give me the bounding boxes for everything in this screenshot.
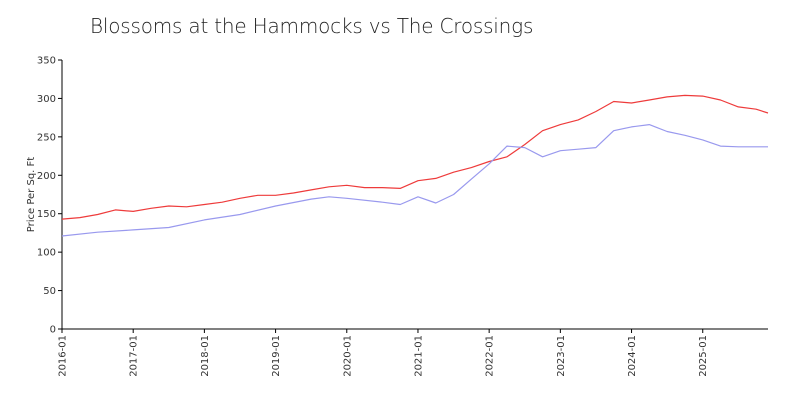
- series-layer: [61, 94, 769, 237]
- y-axis: 0 50 100 150 200 250 300 350: [37, 56, 63, 336]
- x-tick-label: 2017-01: [129, 335, 140, 377]
- y-tick-label: 350: [37, 56, 56, 67]
- y-tick-label: 0: [50, 325, 56, 336]
- x-tick-label: 2024-01: [627, 335, 638, 377]
- y-tick-label: 100: [37, 248, 56, 259]
- chart-title: Blossoms at the Hammocks vs The Crossing…: [90, 14, 534, 38]
- x-tick-label: 2022-01: [485, 335, 496, 377]
- x-tick-label: 2016-01: [58, 335, 69, 377]
- x-tick-label: 2025-01: [698, 335, 709, 377]
- y-tick-label: 150: [37, 209, 56, 220]
- y-tick-label: 50: [43, 286, 56, 297]
- series-line-1: [61, 94, 769, 220]
- x-tick-label: 2023-01: [556, 335, 567, 377]
- x-tick-label: 2021-01: [413, 335, 424, 377]
- y-tick-label: 300: [37, 94, 56, 105]
- y-tick-label: 250: [37, 132, 56, 143]
- x-tick-label: 2020-01: [342, 335, 353, 377]
- x-axis: 2016-01 2017-01 2018-01 2019-01 2020-01 2021-…: [58, 328, 768, 377]
- x-tick-label: 2018-01: [200, 335, 211, 377]
- series-line-2: [61, 123, 768, 237]
- y-tick-label: 200: [37, 171, 56, 182]
- y-axis-label: Price Per Sq. Ft: [26, 157, 37, 232]
- x-tick-label: 2019-01: [271, 335, 282, 377]
